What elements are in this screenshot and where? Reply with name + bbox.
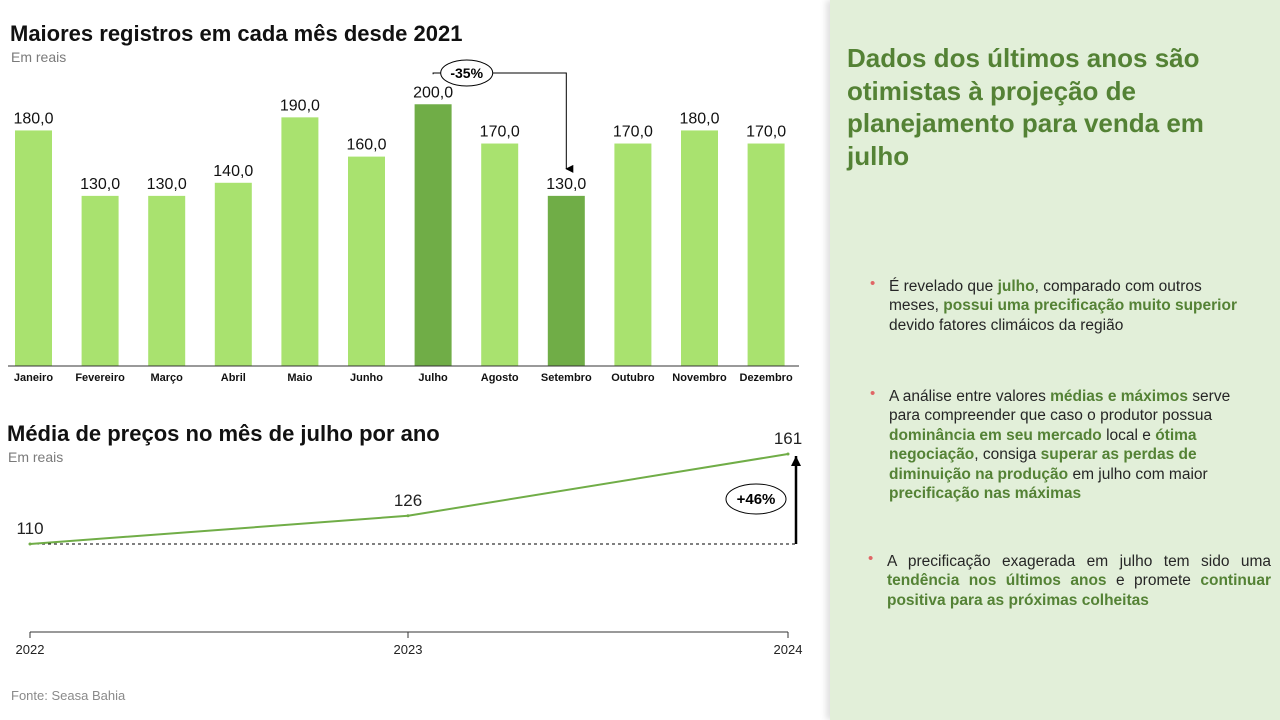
point-label: 110: [16, 519, 43, 538]
bar: [681, 130, 718, 366]
bar: [148, 195, 186, 366]
bar-value-label: 130,0: [80, 176, 120, 193]
growth-label: +46%: [737, 491, 776, 508]
annotation-badge: [440, 59, 494, 87]
annotation-label: -35%: [450, 65, 483, 81]
x-tick-label: 2022: [16, 642, 45, 657]
x-tick-label: Março: [150, 372, 183, 384]
bar: [414, 104, 452, 367]
line-chart-subtitle: Em reais: [8, 449, 64, 465]
line-chart-title: Média de preços no mês de julho por ano: [7, 421, 440, 446]
bar: [15, 130, 52, 366]
x-tick-label: Setembro: [541, 372, 592, 384]
x-tick-label: Fevereiro: [75, 372, 125, 384]
bar: [547, 195, 585, 366]
x-tick-label: Abril: [221, 372, 246, 384]
x-tick-label: Julho: [418, 372, 448, 384]
panel-title: Dados dos últimos anos são otimistas à p…: [847, 43, 1204, 171]
bar-chart-title: Maiores registros em cada mês desde 2021: [10, 21, 463, 46]
bullet-2: • A análise entre valores médias e máxim…: [870, 385, 1231, 503]
x-tick-label: Junho: [350, 372, 383, 384]
x-tick-label: Janeiro: [14, 372, 53, 384]
bullet-marker: •: [870, 275, 876, 292]
annotation-connector: [432, 72, 574, 173]
bar-value-label: 170,0: [613, 124, 653, 141]
bar-chart: 180,0 Janeiro 130,0 Fevereiro 130,0 Março 140,…: [8, 59, 799, 384]
point-label: 126: [394, 491, 422, 510]
x-tick-label: Agosto: [481, 372, 519, 384]
bar-value-label: 140,0: [213, 163, 253, 180]
bar: [481, 143, 519, 366]
bar-value-label: 170,0: [480, 124, 520, 141]
x-tick-label: 2024: [774, 642, 803, 657]
bar-value-label: 180,0: [679, 110, 719, 127]
growth-badge: [725, 483, 787, 515]
data-point: [786, 452, 790, 456]
x-tick-label: Outubro: [611, 372, 655, 384]
bar-value-label: 130,0: [546, 176, 586, 193]
point-label: 161: [774, 429, 802, 448]
x-tick-label: Maio: [287, 372, 312, 384]
data-point: [28, 542, 32, 546]
insights-panel: Dados dos últimos anos são otimistas à p…: [830, 0, 1280, 720]
bar-value-label: 130,0: [147, 176, 187, 193]
x-tick-label: 2023: [394, 642, 423, 657]
line-chart: 110 126 161 2022 2023 2024 +46%: [16, 429, 803, 657]
charts-area: Maiores registros em cada mês desde 2021…: [7, 21, 803, 703]
x-tick-label: Dezembro: [740, 372, 793, 384]
source-note: Fonte: Seasa Bahia: [11, 688, 126, 703]
bar: [614, 143, 652, 366]
bullet-1: • É revelado que julho, comparado com ou…: [870, 275, 1237, 334]
bar-value-label: 200,0: [413, 84, 453, 101]
bar-chart-subtitle: Em reais: [11, 49, 67, 65]
x-tick-label: Novembro: [672, 372, 727, 384]
bar-value-label: 160,0: [346, 137, 386, 154]
bullet-marker: •: [870, 385, 876, 402]
bar: [81, 195, 119, 366]
data-point: [406, 514, 410, 518]
bar: [348, 156, 385, 366]
bar: [214, 182, 252, 366]
bar: [747, 143, 785, 366]
bullet-3: • A precificação exagerada em julho tem …: [868, 550, 1271, 609]
bullet-marker: •: [868, 550, 874, 567]
bar-value-label: 180,0: [13, 110, 53, 127]
bar: [281, 117, 319, 366]
bar-value-label: 170,0: [746, 124, 786, 141]
bar-value-label: 190,0: [280, 97, 320, 114]
